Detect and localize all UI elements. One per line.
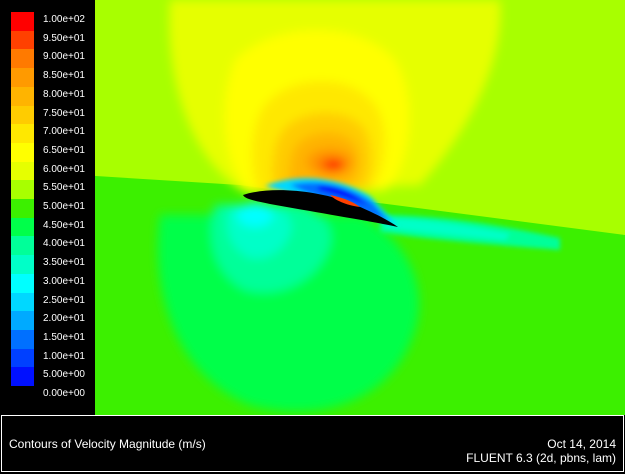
legend-label: 1.00e+02: [43, 14, 85, 25]
legend-swatch: [11, 329, 34, 349]
legend-label: 6.00e+01: [43, 163, 85, 175]
legend-swatch: [11, 311, 34, 331]
wake-core: [385, 218, 510, 240]
legend-label: 7.00e+01: [43, 126, 85, 138]
legend-swatch: [11, 12, 34, 31]
legend-swatch: [11, 292, 34, 312]
legend-swatch: [11, 180, 34, 200]
legend-swatch: [11, 273, 34, 293]
legend-label: 5.00e+01: [43, 201, 85, 212]
legend-swatch: [11, 142, 34, 162]
legend-label: 5.50e+01: [43, 182, 85, 194]
legend-swatch: [11, 199, 34, 218]
legend-label: 2.50e+01: [43, 294, 85, 306]
airfoil-body: [243, 190, 398, 227]
legend-swatch: [11, 386, 34, 405]
legend-swatch: [11, 30, 34, 50]
status-footer: Contours of Velocity Magnitude (m/s) Oct…: [1, 415, 624, 472]
legend-swatch: [11, 49, 34, 69]
legend-swatch: [11, 236, 34, 256]
velocity-contour-plot: [0, 0, 625, 415]
legend-label: 8.50e+01: [43, 70, 85, 82]
legend-label: 3.00e+01: [43, 275, 85, 287]
legend-label: 6.50e+01: [43, 144, 85, 156]
contour-band-30: [237, 203, 273, 227]
color-legend: 1.00e+02 9.50e+01 9.00e+01 8.50e+01 8.00e+01…: [0, 0, 95, 415]
legend-swatch: [11, 68, 34, 88]
legend-label: 9.50e+01: [43, 32, 85, 44]
legend-label: 8.00e+01: [43, 88, 85, 100]
legend-label: 1.00e+01: [43, 350, 85, 362]
separation-bubble-core: [318, 185, 368, 206]
legend-swatch: [11, 86, 34, 106]
legend-label: 4.00e+01: [43, 238, 85, 250]
legend-label: 1.50e+01: [43, 331, 85, 343]
contour-band-100: [324, 160, 344, 170]
legend-label: 2.00e+01: [43, 313, 85, 325]
legend-swatch: [11, 367, 34, 387]
legend-swatch: [11, 124, 34, 144]
legend-label: 5.00e+00: [43, 369, 85, 381]
legend-label: 7.50e+01: [43, 107, 85, 119]
solver-info: FLUENT 6.3 (2d, pbns, lam): [466, 451, 616, 465]
legend-swatch: [11, 105, 34, 125]
legend-label: 3.50e+01: [43, 257, 85, 269]
legend-label: 0.00e+00: [43, 388, 85, 399]
legend-label: 9.00e+01: [43, 51, 85, 63]
leading-edge-peak: [330, 195, 360, 207]
legend-swatch: [11, 217, 34, 237]
legend-swatch: [11, 161, 34, 181]
upper-right-field: [400, 120, 625, 235]
legend-label: 4.50e+01: [43, 219, 85, 231]
plot-title: Contours of Velocity Magnitude (m/s): [9, 437, 206, 451]
legend-swatch: [11, 348, 34, 368]
plot-date: Oct 14, 2014: [547, 437, 616, 451]
legend-swatch: [11, 255, 34, 275]
contour-viewport[interactable]: 1.00e+02 9.50e+01 9.00e+01 8.50e+01 8.00e+01…: [0, 0, 625, 415]
